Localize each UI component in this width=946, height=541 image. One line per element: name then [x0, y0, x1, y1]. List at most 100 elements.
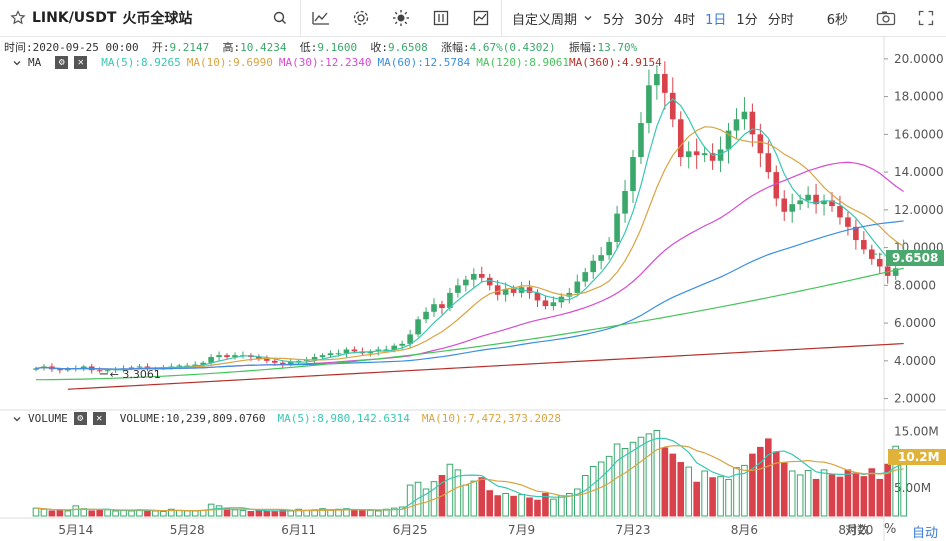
close-icon[interactable]: ✕ [92, 412, 106, 425]
candle [311, 357, 318, 360]
percent-toggle[interactable]: % [884, 522, 897, 537]
top-toolbar: LINK/USDT 火币全球站 自定义周期 5分 30分 4时 1日 1分 分时… [0, 0, 946, 37]
volume-bar [64, 510, 72, 517]
volume-bar [367, 509, 374, 517]
candle [685, 151, 692, 158]
candle [295, 360, 302, 362]
volume-bar [223, 508, 231, 517]
ma360-value: MA(360):4.9154 [568, 56, 662, 69]
volume-bar [183, 510, 191, 517]
volume-ma5-line [35, 437, 904, 512]
volume-bar [80, 508, 88, 517]
collapse-chevron-icon[interactable] [12, 58, 22, 68]
volume-bar [884, 463, 892, 517]
candle [439, 304, 445, 308]
theme-button[interactable] [381, 0, 421, 36]
candle [65, 369, 71, 371]
candle [781, 198, 788, 212]
volume-bar [343, 508, 350, 517]
candle [264, 358, 270, 361]
symbol-title[interactable]: LINK/USDT [32, 10, 117, 26]
volume-bar [128, 510, 135, 517]
volume-bar [398, 506, 406, 517]
candle [319, 355, 326, 358]
volume-bar [717, 476, 724, 517]
candle [152, 368, 159, 370]
volume-bar [772, 451, 780, 517]
ma10-value: MA(10):9.6990 [186, 56, 273, 69]
candle [279, 362, 286, 365]
refresh-interval[interactable]: 6秒 [826, 12, 848, 28]
candle [399, 343, 405, 346]
volume-bar [629, 441, 637, 517]
ma30-value: MA(30):12.2340 [278, 56, 372, 69]
volume-bar [390, 507, 398, 517]
candle [335, 353, 342, 355]
volume-bar [621, 448, 629, 517]
volume-bar [120, 509, 127, 517]
chart-type-button[interactable] [461, 0, 501, 36]
candle [654, 73, 660, 86]
volume-bar [239, 509, 247, 517]
volume-ma5-value: MA(5):8,980,142.6314 [277, 412, 410, 425]
candle [510, 289, 517, 293]
auto-scale-toggle[interactable]: 自动 [912, 526, 939, 541]
candle [73, 368, 79, 370]
volume-bar [542, 493, 549, 517]
volume-bar [215, 505, 223, 517]
volume-bar [645, 433, 653, 517]
chevron-down-icon[interactable] [583, 13, 593, 23]
volume-bar [605, 455, 613, 517]
close-icon[interactable]: ✕ [74, 56, 88, 69]
period-1m[interactable]: 1分 [736, 12, 758, 28]
volume-bar [406, 484, 414, 517]
compare-button[interactable] [421, 0, 461, 36]
sun-icon [393, 10, 409, 26]
candle [550, 302, 557, 307]
candle [120, 368, 127, 370]
indicator-button[interactable] [301, 0, 341, 36]
volume-bar [382, 508, 390, 517]
custom-period-dropdown[interactable]: 自定义周期 [512, 12, 578, 28]
period-30m[interactable]: 30分 [634, 12, 664, 28]
candle [343, 349, 350, 354]
settings-button[interactable] [341, 0, 381, 36]
period-5m[interactable]: 5分 [603, 12, 625, 28]
period-timeline[interactable]: 分时 [767, 12, 794, 28]
collapse-chevron-icon[interactable] [12, 414, 22, 424]
candle [112, 369, 119, 371]
volume-bar [526, 497, 533, 517]
volume-bar [581, 475, 589, 517]
candle [232, 355, 238, 358]
candle [646, 85, 652, 124]
volume-bar [486, 490, 494, 517]
volume-bar [757, 446, 764, 517]
gear-icon[interactable]: ⚙ [55, 56, 69, 69]
close-label: 收: [370, 41, 388, 54]
candle [216, 355, 222, 358]
star-icon[interactable] [10, 10, 26, 26]
volume-bar [828, 474, 836, 517]
candle [797, 200, 803, 205]
candle [176, 365, 183, 367]
volume-bar [900, 458, 907, 517]
screenshot-button[interactable] [866, 0, 906, 36]
volume-bar [72, 505, 80, 517]
price-axis-label: 18.0000 [894, 90, 944, 104]
period-1d[interactable]: 1日 [705, 12, 727, 28]
gear-icon[interactable]: ⚙ [73, 412, 87, 425]
volume-axis-label: 15.00M [894, 425, 939, 439]
candle [821, 200, 827, 205]
volume-bar [255, 509, 263, 517]
fullscreen-button[interactable] [906, 0, 946, 36]
volume-bar [804, 469, 812, 517]
ma120-value: MA(120):8.9061 [476, 56, 569, 69]
period-4h[interactable]: 4时 [673, 12, 696, 28]
price-axis-label: 2.0000 [894, 392, 936, 406]
volume-bar [430, 481, 438, 517]
low-value: 9.1600 [317, 41, 358, 54]
candle [542, 300, 549, 307]
volume-bar [422, 488, 430, 517]
search-button[interactable] [260, 0, 300, 36]
